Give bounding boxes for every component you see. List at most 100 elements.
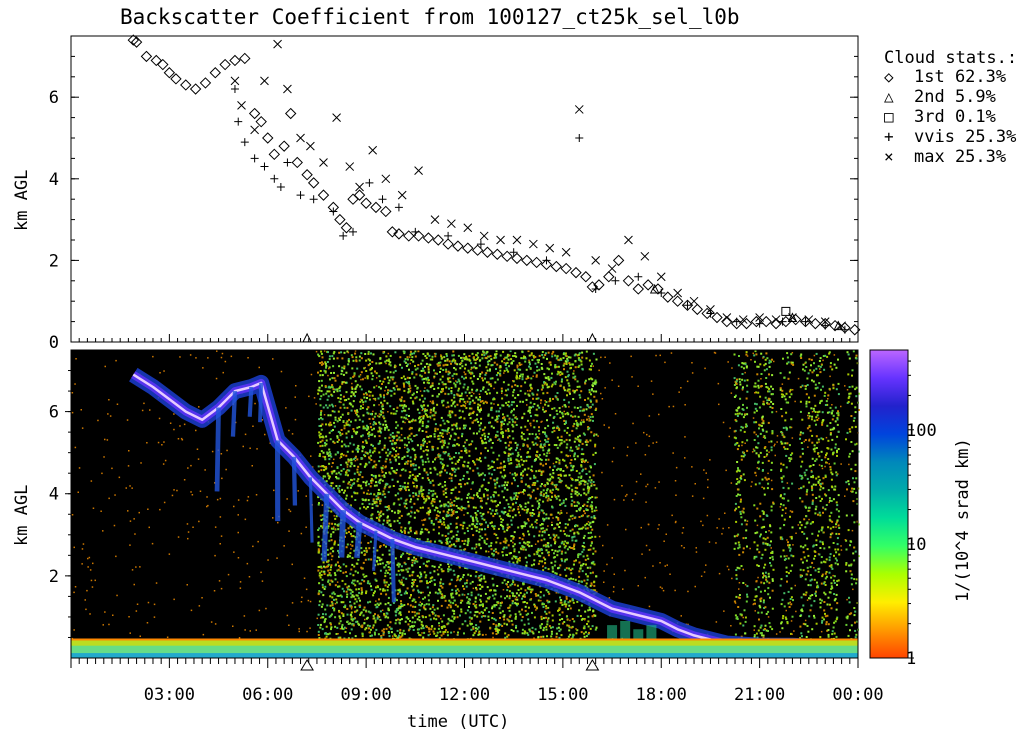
noise-speck <box>529 411 532 414</box>
noise-speck <box>367 426 370 429</box>
noise-speck <box>559 384 562 387</box>
cross-mark <box>706 305 715 314</box>
noise-speck <box>504 429 507 432</box>
noise-speck <box>551 626 554 629</box>
noise-speck <box>514 421 517 424</box>
noise-speck <box>429 511 432 513</box>
noise-speck <box>475 523 478 525</box>
noise-speck <box>352 400 355 403</box>
noise-speck <box>447 454 450 457</box>
noise-speck <box>354 536 357 539</box>
noise-speck <box>418 473 421 475</box>
noise-speck <box>450 592 453 595</box>
noise-speck <box>592 520 595 523</box>
noise-speck <box>589 544 592 547</box>
noise-speck <box>487 526 489 528</box>
noise-speck <box>420 556 423 559</box>
noise-speck <box>576 487 579 490</box>
noise-speck <box>545 607 548 610</box>
noise-speck <box>364 451 367 454</box>
noise-speck <box>355 360 358 363</box>
noise-speck <box>409 625 412 628</box>
noise-speck <box>581 356 584 359</box>
noise-speck <box>489 383 492 386</box>
noise-speck <box>338 565 340 567</box>
noise-speck <box>322 594 325 597</box>
noise-speck <box>346 420 349 423</box>
noise-speck <box>370 588 373 591</box>
plus-mark <box>575 134 584 142</box>
noise-speck <box>533 371 536 374</box>
cross-mark <box>788 313 797 322</box>
noise-speck <box>320 350 323 353</box>
noise-speck <box>439 630 442 633</box>
noise-speck <box>542 500 545 503</box>
noise-speck <box>400 565 403 568</box>
noise-speck <box>595 400 598 403</box>
noise-speck <box>505 401 508 404</box>
noise-speck <box>521 417 524 420</box>
diamond-mark <box>740 317 753 330</box>
noise-speck <box>404 499 407 502</box>
noise-speck <box>551 431 554 434</box>
noise-speck <box>551 488 554 491</box>
noise-speck <box>504 537 507 540</box>
noise-speck <box>384 496 387 499</box>
noise-speck <box>437 364 440 367</box>
noise-speck <box>347 359 350 362</box>
noise-speck <box>449 380 452 383</box>
noise-speck <box>549 536 552 539</box>
noise-speck <box>468 616 471 619</box>
noise-speck <box>474 512 477 514</box>
noise-speck <box>419 604 422 607</box>
noise-speck <box>524 556 527 559</box>
cross-mark <box>496 235 505 245</box>
noise-speck <box>416 560 419 563</box>
noise-speck <box>462 477 465 480</box>
noise-speck <box>574 479 577 481</box>
noise-speck <box>397 589 400 592</box>
noise-speck <box>445 386 448 389</box>
noise-speck <box>336 435 339 438</box>
noise-speck <box>403 505 406 508</box>
noise-speck <box>383 474 386 477</box>
noise-speck <box>553 429 556 432</box>
noise-speck <box>475 353 478 356</box>
noise-speck <box>507 444 510 447</box>
diamond-mark <box>603 271 615 283</box>
noise-speck <box>499 462 502 465</box>
noise-speck <box>373 404 376 407</box>
noise-speck <box>554 560 557 563</box>
noise-speck <box>583 492 586 495</box>
noise-speck <box>562 501 565 504</box>
noise-speck <box>446 634 449 637</box>
noise-speck <box>513 497 516 500</box>
noise-speck <box>427 492 430 495</box>
noise-speck <box>371 361 374 363</box>
noise-speck <box>503 369 506 372</box>
noise-speck <box>486 369 489 372</box>
noise-speck <box>373 493 376 496</box>
noise-speck <box>507 459 510 462</box>
noise-speck <box>571 415 574 418</box>
noise-speck <box>576 385 579 388</box>
cross-mark <box>673 288 682 298</box>
noise-speck <box>388 471 391 474</box>
cross-mark <box>574 105 584 114</box>
noise-speck <box>395 637 398 640</box>
noise-speck <box>576 424 579 426</box>
noise-speck <box>444 599 447 602</box>
noise-speck <box>377 442 380 445</box>
noise-speck <box>493 617 496 620</box>
noise-speck <box>420 623 423 626</box>
noise-speck <box>347 474 349 477</box>
noise-speck <box>559 481 562 484</box>
noise-speck <box>448 565 450 568</box>
diamond-mark <box>612 254 625 267</box>
noise-speck <box>433 500 436 503</box>
noise-speck <box>591 535 594 538</box>
noise-speck <box>334 453 337 456</box>
noise-speck <box>534 437 537 440</box>
noise-speck <box>397 618 400 621</box>
